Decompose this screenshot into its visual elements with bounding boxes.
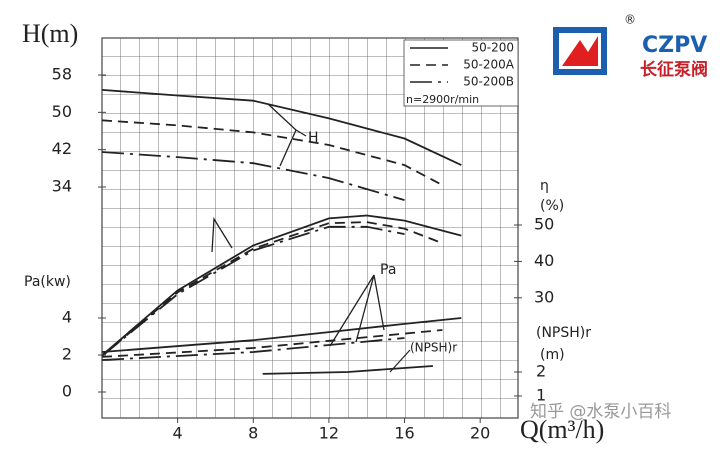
logo-text: CZPV (642, 33, 707, 58)
h-axis-label: H(m) (22, 19, 78, 48)
npsh-axis-unit: (m) (540, 347, 565, 363)
eta-leader (211, 216, 233, 253)
x-tick-label: 4 (173, 424, 183, 443)
eta-tick-label: 50 (534, 215, 554, 234)
eta-axis-unit: (%) (540, 198, 564, 214)
x-tick-label: 12 (319, 424, 339, 443)
pa-annotation: Pa (380, 262, 396, 278)
pa-curve (101, 317, 462, 353)
legend-label: 50-200B (463, 75, 514, 89)
logo-name: 长征泵阀 (640, 59, 708, 80)
eta-axis-label: η (540, 178, 549, 194)
x-axis-label: Q(m³/h) (520, 415, 604, 444)
h-curve (101, 89, 462, 166)
eta-tick-label: 40 (534, 251, 554, 270)
legend-box (403, 39, 519, 107)
npsh-annotation: (NPSH)r (410, 341, 457, 355)
logo-mark: ® (624, 13, 636, 27)
legend-label: 50-200 (471, 41, 514, 55)
h-tick-label: 50 (52, 102, 72, 121)
h-curve (101, 119, 443, 186)
x-tick-label: 16 (394, 424, 414, 443)
h-annotation: H (308, 130, 319, 146)
watermark: 知乎 @水泵小百科 (530, 402, 671, 422)
pa-tick-label: 0 (62, 382, 72, 401)
h-leader (267, 103, 307, 167)
logo-shape (562, 36, 598, 66)
legend-note: n=2900r/min (406, 93, 479, 106)
pa-leader (329, 274, 385, 347)
h-curve (101, 151, 405, 201)
npsh-axis-label: (NPSH)r (536, 325, 591, 341)
pa-axis-label: Pa(kw) (24, 274, 71, 290)
eta-curve (101, 225, 405, 357)
pa-tick-label: 4 (62, 308, 72, 327)
eta-tick-label: 30 (534, 287, 554, 306)
x-tick-label: 8 (248, 424, 258, 443)
eta-curve (101, 221, 443, 357)
h-tick-label: 42 (52, 139, 72, 158)
pa-tick-label: 2 (62, 345, 72, 364)
logo: ® CZPV 长征泵阀 (553, 13, 708, 80)
x-tick-label: 20 (470, 424, 490, 443)
h-tick-label: 34 (52, 177, 72, 196)
pa-curve (101, 329, 443, 358)
npsh-tick-label: 1 (536, 386, 546, 405)
pa-curve (101, 337, 405, 361)
npsh-tick-label: 2 (536, 362, 546, 381)
eta-curve (101, 214, 462, 356)
npsh-curve (262, 365, 433, 375)
h-tick-label: 58 (52, 65, 72, 84)
legend-label: 50-200A (463, 58, 515, 72)
